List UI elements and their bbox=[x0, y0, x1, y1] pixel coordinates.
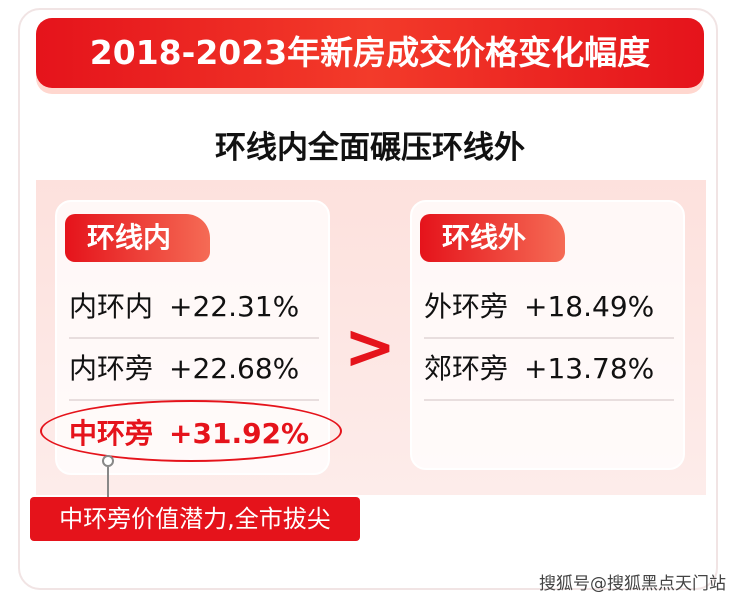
comparison-sign: > bbox=[344, 310, 396, 383]
row: 郊环旁 +13.78% bbox=[424, 339, 674, 401]
row-change: +22.31% bbox=[169, 290, 300, 323]
panel-label: 环线外 bbox=[420, 214, 565, 262]
row: 内环旁 +22.68% bbox=[69, 339, 319, 401]
row-change: +13.78% bbox=[524, 352, 655, 385]
row-name: 内环旁 bbox=[69, 352, 154, 385]
connector-line bbox=[107, 467, 109, 497]
row-change: +22.68% bbox=[169, 352, 300, 385]
callout: 中环旁价值潜力,全市拔尖 bbox=[30, 497, 360, 541]
title-banner: 2018-2023年新房成交价格变化幅度 bbox=[36, 18, 704, 88]
subtitle: 环线内全面碾压环线外 bbox=[215, 130, 525, 166]
row: 内环内 +22.31% bbox=[69, 277, 319, 339]
row-name: 外环旁 bbox=[424, 290, 509, 323]
highlight-ellipse bbox=[40, 400, 342, 462]
connector-dot bbox=[102, 455, 114, 467]
row-change: +18.49% bbox=[524, 290, 655, 323]
panel-label: 环线内 bbox=[65, 214, 210, 262]
row-name: 内环内 bbox=[69, 290, 154, 323]
watermark: 搜狐号@搜狐黑点天门站 bbox=[539, 574, 726, 594]
row-name: 郊环旁 bbox=[424, 352, 509, 385]
panel-outer: 环线外 外环旁 +18.49% 郊环旁 +13.78% bbox=[410, 200, 685, 470]
row: 外环旁 +18.49% bbox=[424, 277, 674, 339]
